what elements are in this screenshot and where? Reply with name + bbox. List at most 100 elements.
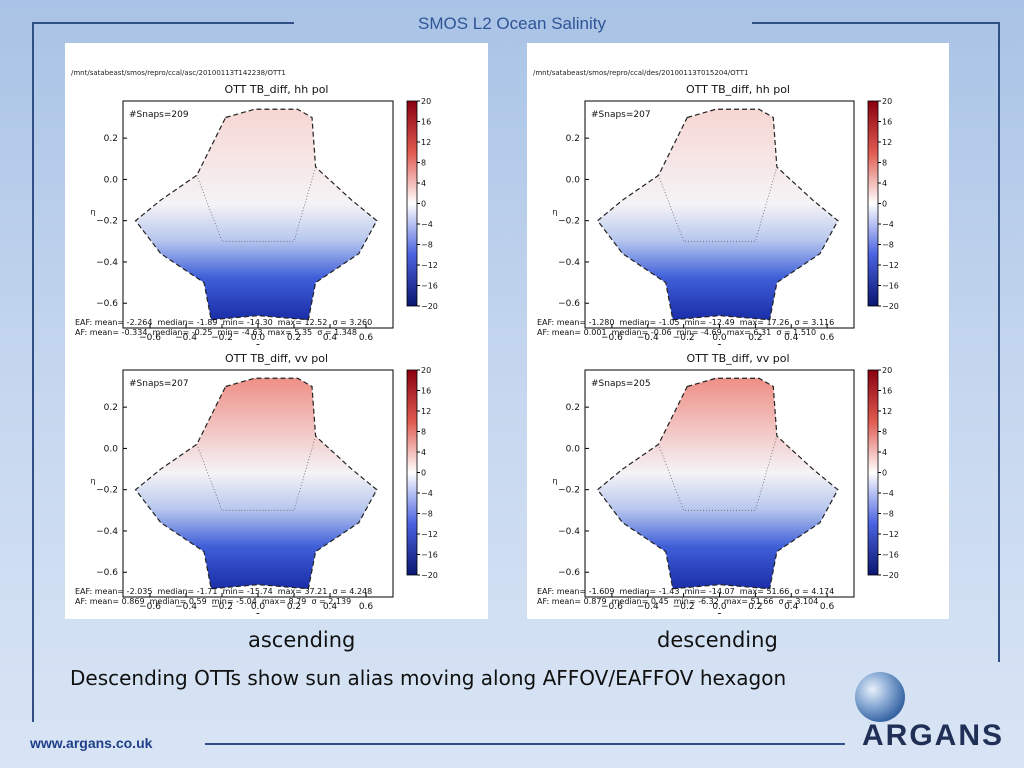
eaf-stats: EAF: mean= -2.264 median= -1.89 min= -14… [75,318,373,327]
y-tick-label: −0.4 [558,258,580,268]
colorbar-tick-label: −20 [882,302,899,311]
plot-title: OTT TB_diff, vv pol [224,352,329,365]
y-tick-label: −0.6 [96,568,118,578]
x-tick-label: 0.0 [251,333,266,343]
x-tick-label: 0.2 [748,602,762,612]
x-axis-label: ξ [717,343,721,345]
colorbar-tick-label: −16 [882,282,899,291]
colorbar-tick-label: 20 [882,366,892,375]
x-tick-label: −0.4 [637,602,659,612]
stats-asc-hh: EAF: mean= -2.264 median= -1.89 min= -14… [75,318,372,338]
colorbar-tick-label: −20 [421,302,438,311]
y-tick-label: 0.2 [104,403,118,413]
colorbar [406,100,418,307]
x-tick-label: 0.6 [359,333,374,343]
colorbar-tick-label: 4 [882,179,887,188]
colorbar-tick-label: −8 [421,241,433,250]
x-tick-label: 0.2 [287,602,301,612]
x-tick-label: 0.4 [784,333,799,343]
y-tick-label: −0.6 [96,299,118,309]
file-path: /mnt/satabeast/smos/repro/ccal/asc/20100… [71,69,286,77]
colorbar-tick-label: 12 [421,138,431,147]
plot-des-hh: OTT TB_diff, hh pol #Snaps=207 −0.6 −0.4 −0… [527,83,949,352]
x-axis-label: ξ [256,343,260,345]
panel-ascending: /mnt/satabeast/smos/repro/ccal/asc/20100… [65,43,488,621]
colorbar-tick-label: 20 [882,97,892,106]
x-tick-label: 0.6 [359,602,374,612]
colorbar-tick-label: 16 [882,118,892,127]
plot-title: OTT TB_diff, hh pol [224,83,329,96]
fov-heatmap [134,377,378,590]
colorbar-tick-label: 20 [421,97,431,106]
eaf-stats: EAF: mean= -1.609 median= -1.43 min= -14… [537,587,835,596]
x-tick-label: −0.4 [637,333,659,343]
colorbar-tick-label: −4 [882,489,894,498]
colorbar-tick-label: −4 [421,220,433,229]
colorbar-tick-label: 4 [421,448,426,457]
file-path: /mnt/satabeast/smos/repro/ccal/des/20100… [533,69,749,77]
heatmap-chart: #Snaps=205 −0.6 −0.4 −0.2 0.0 0.2 0.4 0.6 0.2 0.0… [552,366,899,621]
snaps-label: #Snaps=209 [129,110,189,120]
colorbar-tick-label: 12 [882,138,892,147]
eaf-stats: EAF: mean= -1.280 median= -1.05 min= -12… [537,318,835,327]
x-tick-label: −0.4 [175,333,197,343]
colorbar-tick-label: −8 [421,510,433,519]
colorbar-tick-label: −16 [882,551,899,560]
frame-top-right [752,22,1000,24]
footer-link[interactable]: www.argans.co.uk [30,735,153,751]
x-tick-label: −0.2 [211,333,233,343]
colorbar-tick-label: −4 [421,489,433,498]
colorbar-tick-label: −4 [882,220,894,229]
caption-ascending: ascending [248,628,356,652]
fov-heatmap [596,108,839,321]
colorbar-tick-label: −16 [421,551,438,560]
colorbar-tick-label: 12 [882,407,892,416]
colorbar-tick-label: −8 [882,510,894,519]
y-tick-label: 0.2 [566,134,580,144]
x-tick-label: 0.4 [323,602,338,612]
x-tick-label: 0.2 [287,333,301,343]
stats-des-hh: EAF: mean= -1.280 median= -1.05 min= -12… [537,318,834,338]
colorbar-tick-label: −8 [882,241,894,250]
y-tick-label: −0.4 [96,527,118,537]
x-tick-label: −0.4 [175,602,197,612]
y-tick-label: −0.2 [558,217,580,227]
y-tick-label: 0.0 [566,175,581,185]
colorbar-tick-label: 4 [882,448,887,457]
colorbar [406,369,418,576]
colorbar-tick-label: 0 [421,200,426,209]
colorbar-tick-label: −20 [421,571,438,580]
colorbar-tick-label: −12 [882,261,899,270]
colorbar-tick-label: 16 [882,387,892,396]
y-axis-label: η [552,477,557,486]
x-tick-label: 0.4 [323,333,338,343]
y-tick-label: 0.0 [104,444,119,454]
heatmap-chart: #Snaps=207 −0.6 −0.4 −0.2 0.0 0.2 0.4 0.6 0.2 0.0… [552,97,899,352]
x-tick-label: 0.0 [712,333,727,343]
y-tick-label: −0.4 [96,258,118,268]
af-stats: AF: mean= 0.869 median= 0.59 min= -5.04 … [75,597,352,606]
x-tick-label: 0.2 [748,333,762,343]
heatmap-chart: #Snaps=209 −0.6 −0.4 −0.2 0.0 0.2 0.4 0.6 0.2 0.0… [90,97,438,352]
colorbar-tick-label: 0 [882,469,887,478]
plot-asc-vv: OTT TB_diff, vv pol #Snaps=207 −0.6 −0.4 −0… [65,352,488,621]
colorbar-tick-label: −12 [882,530,899,539]
colorbar-tick-label: 0 [421,469,426,478]
x-tick-label: −0.6 [139,333,161,343]
colorbar-tick-label: −12 [421,261,438,270]
x-tick-label: −0.2 [211,602,233,612]
footnote: Descending OTTs show sun alias moving al… [70,666,787,690]
x-tick-label: −0.6 [601,602,623,612]
colorbar-tick-label: 16 [421,387,431,396]
colorbar [867,369,879,576]
colorbar-tick-label: 20 [421,366,431,375]
y-tick-label: 0.0 [566,444,581,454]
colorbar-tick-label: 8 [421,428,426,437]
colorbar-tick-label: 8 [882,159,887,168]
snaps-label: #Snaps=207 [591,110,651,120]
colorbar-tick-label: 0 [882,200,887,209]
x-tick-label: −0.2 [673,602,695,612]
y-axis-label: η [552,208,557,217]
plot-des-vv: OTT TB_diff, vv pol #Snaps=205 −0.6 −0.4 −0… [527,352,949,621]
plot-title: OTT TB_diff, hh pol [686,83,790,96]
